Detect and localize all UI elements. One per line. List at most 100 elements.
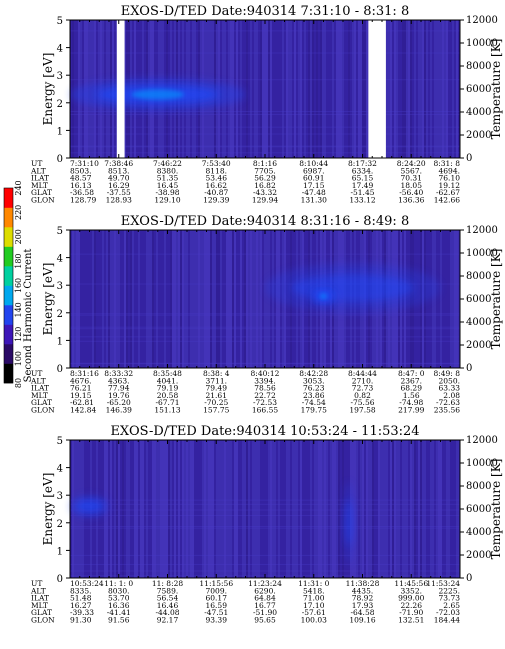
colorbar-segment <box>4 344 13 364</box>
field-stripe <box>130 440 132 578</box>
field-stripe <box>312 20 314 158</box>
field-stripe <box>264 440 266 578</box>
field-stripe <box>248 20 250 158</box>
field-stripe <box>250 440 252 578</box>
table-cell: 8335. <box>70 586 91 595</box>
field-stripe <box>218 230 220 368</box>
field-stripe <box>354 20 356 158</box>
field-stripe <box>352 20 354 158</box>
field-stripe <box>268 440 270 578</box>
field-stripe <box>424 440 426 578</box>
table-cell: -62.81 <box>70 398 94 407</box>
field-stripe <box>280 20 282 158</box>
ephemeris-table: UTALTILATMLTGLATGLON10:53:248335.51.4816… <box>30 579 460 625</box>
table-cell: 8118. <box>206 166 227 175</box>
table-cell: 11:15:56 <box>199 579 233 588</box>
table-cell: 109.16 <box>349 616 375 625</box>
field-stripe <box>240 440 242 578</box>
field-stripe <box>344 20 346 158</box>
table-cell: 95.65 <box>254 616 276 625</box>
table-cell: -37.55 <box>107 188 131 197</box>
field-stripe <box>136 440 138 578</box>
field-stripe <box>160 230 162 368</box>
field-stripe <box>126 230 128 368</box>
field-stripe <box>444 440 446 578</box>
table-cell: 100.03 <box>301 616 327 625</box>
field-stripe <box>358 20 360 158</box>
field-stripe <box>406 20 408 158</box>
table-cell: 76.10 <box>439 174 461 183</box>
field-stripe <box>446 20 448 158</box>
field-stripe <box>260 20 262 158</box>
field-band <box>70 314 460 316</box>
table-cell: 17.10 <box>303 601 325 610</box>
y2-tick-label: 12000 <box>466 15 498 26</box>
y2-tick-label: 2000 <box>466 340 491 351</box>
table-cell: -36.58 <box>70 188 94 197</box>
field-stripe <box>320 20 322 158</box>
field-stripe <box>120 230 122 368</box>
field-stripe <box>384 440 386 578</box>
field-band <box>70 30 460 32</box>
field-stripe <box>318 20 320 158</box>
y-tick-label: 1 <box>57 336 63 347</box>
field-stripe <box>232 230 234 368</box>
field-stripe <box>244 440 246 578</box>
table-cell: -51.90 <box>253 608 277 617</box>
field-stripe <box>182 440 184 578</box>
field-stripe <box>246 230 248 368</box>
field-stripe <box>194 230 196 368</box>
table-cell: 79.19 <box>157 384 179 393</box>
table-cell: 19.76 <box>108 391 130 400</box>
intensity-enhancement <box>343 481 355 565</box>
table-cell: 4435. <box>352 586 373 595</box>
field-stripe <box>184 230 186 368</box>
field-stripe <box>144 440 146 578</box>
table-cell: 76.23 <box>303 384 325 393</box>
field-stripe <box>298 440 300 578</box>
field-stripe <box>374 440 376 578</box>
table-cell: 0.82 <box>354 391 371 400</box>
field-stripe <box>320 440 322 578</box>
field-stripe <box>426 20 428 158</box>
field-stripe <box>248 440 250 578</box>
y-tick-label: 5 <box>57 436 63 447</box>
field-stripe <box>204 230 206 368</box>
field-stripe <box>110 230 112 368</box>
field-stripe <box>192 440 194 578</box>
table-cell: 65.15 <box>352 174 374 183</box>
table-cell: 91.56 <box>108 616 130 625</box>
y2-tick-label: 0 <box>466 573 472 584</box>
table-cell: -72.03 <box>436 608 460 617</box>
table-cell: 21.61 <box>206 391 227 400</box>
field-stripe <box>404 440 406 578</box>
table-cell: 8:33:32 <box>104 369 133 378</box>
field-stripe <box>94 230 96 368</box>
field-stripe <box>454 20 456 158</box>
field-stripe <box>380 440 382 578</box>
field-stripe <box>202 230 204 368</box>
field-stripe <box>284 20 286 158</box>
data-gap <box>368 20 386 158</box>
field-stripe <box>114 230 116 368</box>
field-stripe <box>446 440 448 578</box>
field-stripe <box>232 440 234 578</box>
field-stripe <box>212 440 214 578</box>
field-stripe <box>220 230 222 368</box>
table-cell: 60.17 <box>206 594 228 603</box>
field-stripe <box>226 230 228 368</box>
field-band <box>70 362 460 364</box>
field-stripe <box>268 230 270 368</box>
table-cell: 17.93 <box>352 601 374 610</box>
field-stripe <box>150 230 152 368</box>
table-cell: 91.30 <box>70 616 92 625</box>
table-row-label: MLT <box>31 181 48 190</box>
field-stripe <box>164 230 166 368</box>
field-stripe <box>196 230 198 368</box>
table-cell: 93.39 <box>206 616 228 625</box>
field-stripe <box>318 440 320 578</box>
field-stripe <box>222 440 224 578</box>
table-cell: 129.10 <box>154 196 180 205</box>
field-stripe <box>354 440 356 578</box>
colorbar-tick-label: 120 <box>14 327 23 342</box>
